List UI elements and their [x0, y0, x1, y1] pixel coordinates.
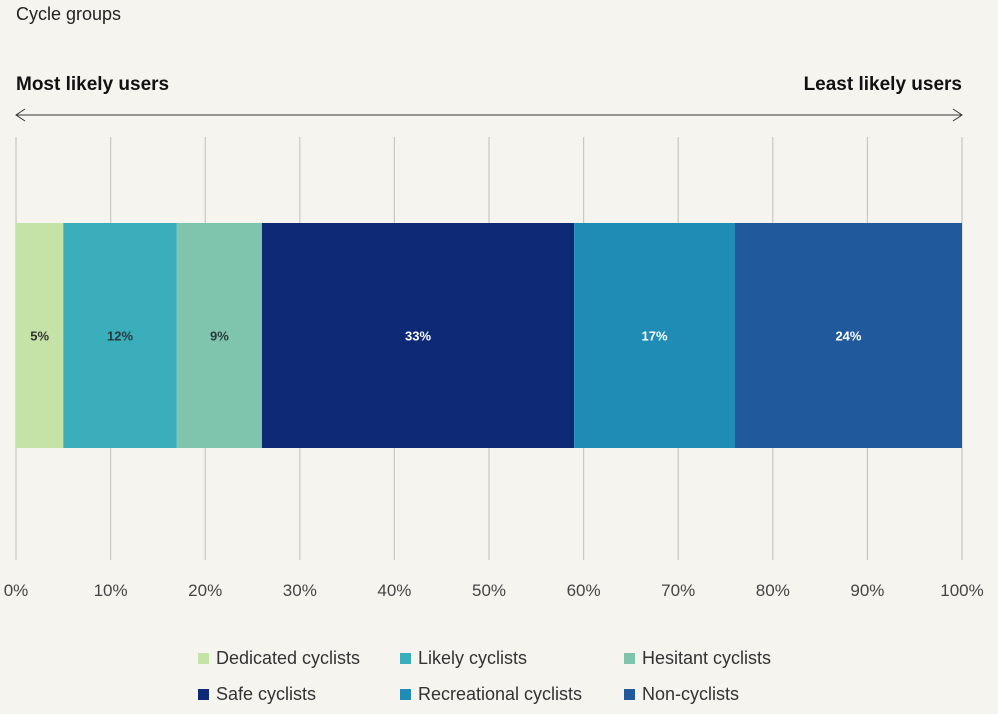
legend-item: Recreational cyclists: [400, 684, 582, 705]
x-tick-label: 90%: [850, 581, 884, 600]
legend-swatch: [198, 653, 209, 664]
arrow-head-right: [952, 108, 963, 122]
bar-data-label: 24%: [835, 329, 861, 344]
chart-subtitle: Cycle groups: [16, 4, 122, 24]
x-tick-label: 10%: [94, 581, 128, 600]
least-likely-users-label: Least likely users: [803, 74, 962, 95]
legend-swatch: [624, 653, 635, 664]
x-tick-label: 70%: [661, 581, 695, 600]
bar-segment: [734, 223, 962, 448]
x-tick-label: 30%: [283, 581, 317, 600]
bar-segment: [176, 223, 262, 448]
legend-label: Dedicated cyclists: [216, 648, 361, 668]
legend-label: Likely cyclists: [418, 648, 528, 668]
bar-data-label: 5%: [30, 329, 49, 344]
legend-item: Non-cyclists: [624, 684, 739, 705]
bar-segment: [16, 223, 64, 448]
x-tick-label: 100%: [940, 581, 983, 600]
bar-data-label: 12%: [107, 329, 133, 344]
legend-item: Hesitant cyclists: [624, 648, 771, 669]
x-tick-label: 20%: [188, 581, 222, 600]
x-tick-label: 40%: [377, 581, 411, 600]
legend-item: Dedicated cyclists: [198, 648, 360, 669]
x-tick-label: 50%: [472, 581, 506, 600]
legend-swatch: [198, 689, 209, 700]
bar-segment: [574, 223, 735, 448]
x-tick-label: 0%: [4, 581, 29, 600]
bar-data-label: 9%: [210, 329, 229, 344]
x-tick-label: 60%: [567, 581, 601, 600]
legend-label: Non-cyclists: [642, 684, 740, 704]
arrow-head-left: [15, 108, 26, 122]
legend-swatch: [400, 689, 411, 700]
x-tick-label: 80%: [756, 581, 790, 600]
legend-label: Safe cyclists: [216, 684, 317, 704]
most-likely-users-label: Most likely users: [16, 74, 170, 95]
legend-label: Recreational cyclists: [418, 684, 583, 704]
bar-segment: [261, 223, 575, 448]
bar-segment: [63, 223, 177, 448]
bar-data-label: 33%: [405, 329, 431, 344]
legend-item: Safe cyclists: [198, 684, 316, 705]
legend-item: Likely cyclists: [400, 648, 527, 669]
legend-label: Hesitant cyclists: [642, 648, 772, 668]
legend-swatch: [400, 653, 411, 664]
chart-legend: Dedicated cyclists Likely cyclists Hesitan…: [0, 640, 998, 714]
stacked-bar-chart: 0% 10% 20% 30% 40% 50% 60% 70% 80% 90% 100% 5% 12% 9%…: [4, 108, 984, 600]
bar-data-label: 17%: [642, 329, 668, 344]
legend-swatch: [624, 689, 635, 700]
